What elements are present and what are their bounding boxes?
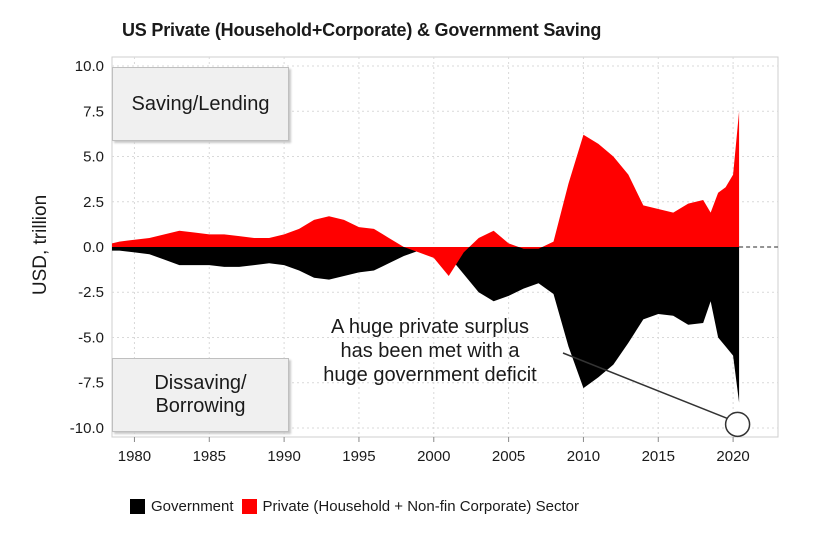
borrowing-label: Borrowing — [155, 395, 246, 417]
y-tick-label: -2.5 — [78, 284, 104, 301]
x-tick-label: 2015 — [642, 448, 675, 465]
legend-label-government: Government — [151, 498, 234, 515]
annotation-line-1: A huge private surplus — [331, 316, 529, 338]
x-tick-label: 2005 — [492, 448, 525, 465]
legend-item-government: Government — [130, 498, 234, 515]
dissaving-borrowing-box: Dissaving/ Borrowing — [112, 358, 289, 432]
annotation-text: A huge private surplus has been met with… — [300, 315, 560, 387]
legend-item-private: Private (Household + Non-fin Corporate) … — [241, 498, 579, 515]
legend-swatch-government — [130, 499, 145, 514]
annotation-layer — [562, 352, 751, 438]
legend-swatch-private — [241, 499, 257, 514]
y-tick-label: 5.0 — [83, 149, 104, 166]
x-tick-label: 1980 — [118, 448, 151, 465]
y-tick-label: 2.5 — [83, 194, 104, 211]
area-series-private — [112, 111, 740, 276]
area-layer — [112, 111, 740, 403]
annotation-circle — [724, 411, 751, 438]
x-tick-label: 1995 — [342, 448, 375, 465]
x-tick-label: 2010 — [567, 448, 600, 465]
y-tick-label: -10.0 — [70, 420, 104, 437]
chart-title: US Private (Household+Corporate) & Gover… — [122, 20, 602, 40]
x-tick-label: 1990 — [267, 448, 300, 465]
x-tick-label: 1985 — [193, 448, 226, 465]
y-axis-label: USD, trillion — [30, 195, 51, 295]
y-tick-label: 7.5 — [83, 103, 104, 120]
x-tick-label: 2000 — [417, 448, 450, 465]
axis-layer: 10.0 7.5 5.0 2.5 0.0 -2.5 -5.0 -7.5 -10.0 1980 198… — [70, 58, 778, 465]
saving-lending-box: Saving/Lending — [112, 67, 289, 141]
y-tick-label: 0.0 — [83, 239, 104, 256]
annotation-pointer — [562, 352, 730, 421]
y-tick-label: 10.0 — [75, 58, 104, 75]
annotation-line-3: huge government deficit — [323, 364, 537, 386]
y-tick-label: -5.0 — [78, 329, 104, 346]
legend-label-private: Private (Household + Non-fin Corporate) … — [262, 498, 579, 515]
area-series-government — [112, 247, 740, 403]
dissaving-label: Dissaving/ — [154, 372, 247, 394]
legend: Government Private (Household + Non-fin … — [130, 498, 587, 515]
x-tick-label: 2020 — [716, 448, 749, 465]
saving-lending-label: Saving/Lending — [131, 92, 270, 115]
annotation-line-2: has been met with a — [340, 340, 520, 362]
y-tick-label: -7.5 — [78, 375, 104, 392]
